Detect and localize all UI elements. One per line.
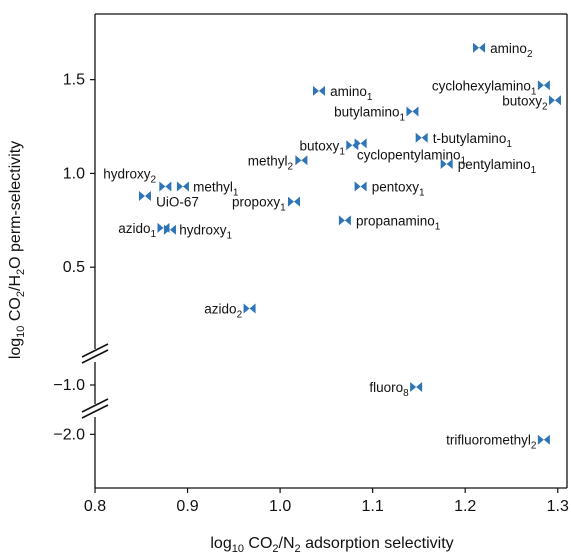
y-tick-label: 1.0 — [63, 165, 85, 182]
point-label: t-butylamino1 — [433, 131, 513, 150]
x-tick-label: 0.8 — [84, 498, 106, 515]
point-label: methyl2 — [248, 153, 294, 172]
data-point — [548, 95, 561, 106]
data-point — [415, 132, 428, 143]
data-point — [406, 106, 419, 117]
data-point — [176, 181, 189, 192]
point-label: UiO-67 — [156, 195, 199, 210]
point-label: propanamino1 — [356, 213, 441, 232]
data-point — [159, 181, 172, 192]
markers-layer — [138, 42, 561, 445]
x-axis-label: log10 CO2/N2 adsorption selectivity — [210, 535, 453, 553]
y-axis-label: log10 CO2/H2O perm-selectivity — [7, 141, 27, 359]
y-tick-label: −2.0 — [53, 426, 85, 443]
y-tick-label: −1.0 — [53, 377, 85, 394]
data-point — [287, 196, 300, 207]
axes-frame-layer: 0.8 0.9 1.0 1.1 1.2 1.3 0.5 1.0 1.5 −1.0 −2.0 — [53, 13, 569, 515]
x-tick-label: 1.3 — [547, 498, 569, 515]
data-point — [537, 80, 550, 91]
point-label: pentylamino1 — [458, 157, 537, 176]
axis-break-mark — [81, 404, 109, 419]
point-label: azido2 — [204, 301, 242, 320]
data-point — [163, 224, 176, 235]
x-tick-label: 1.1 — [362, 498, 384, 515]
point-label: amino1 — [330, 84, 373, 103]
axis-break-mark — [81, 349, 109, 364]
x-tick-label: 0.9 — [176, 498, 198, 515]
point-label: hydroxy1 — [179, 223, 232, 242]
data-point — [338, 215, 351, 226]
y-tick-label: 0.5 — [63, 259, 85, 276]
point-label: cyclopentylamino1 — [357, 148, 467, 167]
data-point — [410, 382, 423, 392]
point-label: propoxy1 — [232, 195, 286, 214]
point-label: butoxy2 — [502, 93, 548, 112]
point-label: azido1 — [118, 221, 156, 240]
x-tick-label: 1.2 — [454, 498, 476, 515]
point-label: cyclohexylamino1 — [432, 78, 537, 97]
point-label: methyl1 — [193, 180, 239, 199]
data-point — [440, 159, 453, 170]
axis-break-mark — [81, 398, 109, 413]
point-label: hydroxy2 — [103, 166, 156, 185]
x-tick-label: 1.0 — [269, 498, 291, 515]
point-label: trifluoromethyl2 — [446, 433, 537, 452]
point-label: butoxy1 — [300, 138, 346, 157]
data-point — [312, 85, 325, 96]
data-point — [354, 138, 367, 149]
point-label: amino2 — [490, 41, 533, 60]
data-point — [473, 42, 486, 53]
point-label: fluoro8 — [369, 380, 409, 399]
point-label: butylamino1 — [334, 105, 405, 124]
data-point — [354, 181, 367, 192]
axis-break-mark — [81, 343, 109, 358]
data-point — [243, 303, 256, 314]
data-point — [537, 434, 550, 445]
y-tick-label: 1.5 — [63, 72, 85, 89]
data-point — [295, 155, 308, 166]
data-point — [138, 190, 151, 201]
point-label: pentoxy1 — [372, 180, 425, 199]
